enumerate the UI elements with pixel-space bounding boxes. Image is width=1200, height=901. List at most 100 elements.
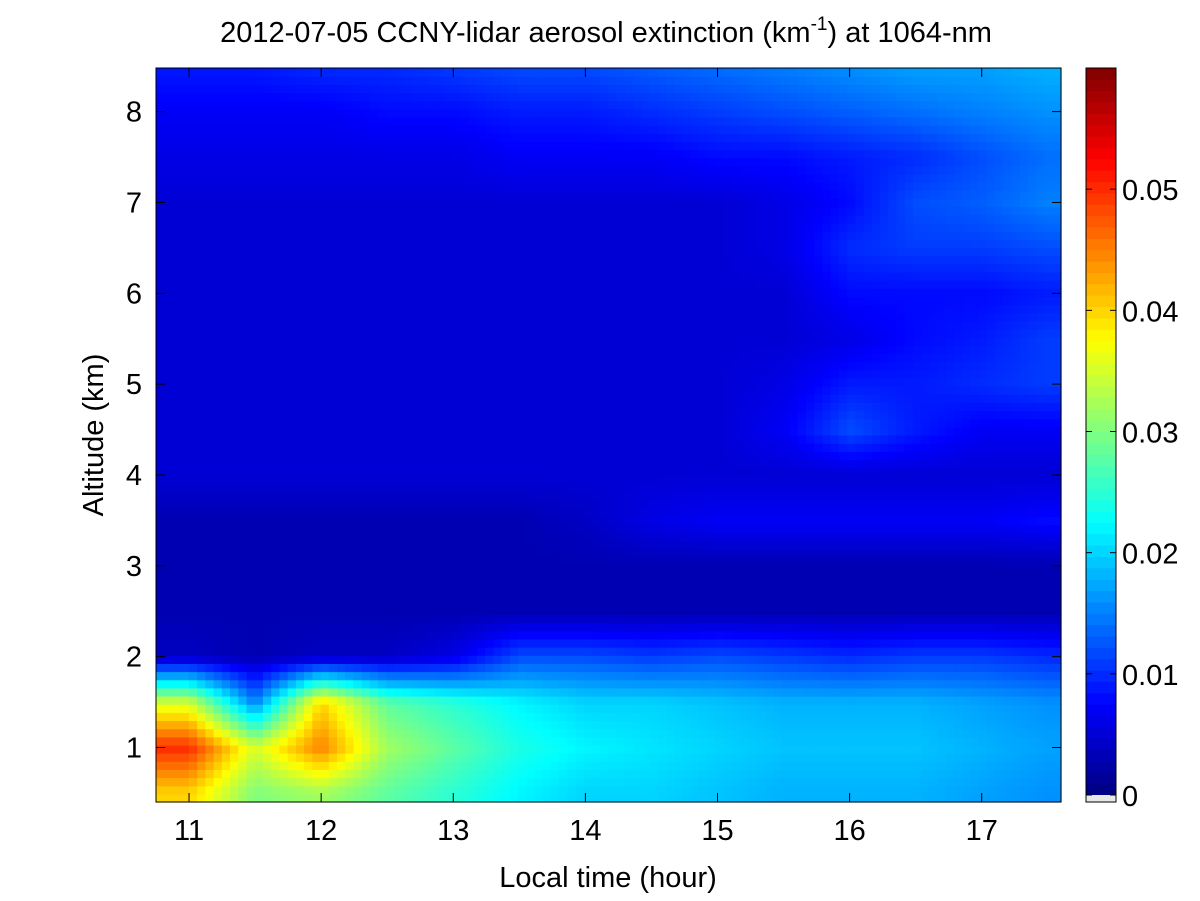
heatmap-cell [180, 614, 190, 624]
heatmap-cell [797, 761, 807, 770]
heatmap-cell [723, 720, 733, 730]
heatmap-cell [518, 630, 527, 640]
heatmap-cell [723, 573, 733, 583]
heatmap-cell [945, 777, 955, 787]
heatmap-cell [197, 451, 206, 461]
heatmap-cell [1044, 443, 1054, 452]
heatmap-cell [559, 647, 568, 656]
heatmap-cell [641, 622, 651, 632]
heatmap-cell [295, 475, 305, 485]
heatmap-cell [559, 687, 568, 697]
heatmap-cell [690, 614, 700, 624]
heatmap-cell [740, 443, 749, 452]
heatmap-cell [978, 769, 988, 779]
heatmap-cell [386, 443, 396, 452]
heatmap-cell [254, 500, 264, 509]
heatmap-cell [814, 435, 824, 444]
heatmap-cell [509, 606, 519, 616]
heatmap-cell [600, 671, 610, 681]
heatmap-cell [378, 598, 387, 607]
heatmap-cell [443, 492, 453, 501]
heatmap-cell [452, 785, 462, 795]
heatmap-cell [1044, 761, 1054, 770]
heatmap-cell [287, 655, 297, 664]
heatmap-cell [773, 516, 782, 526]
heatmap-cell [855, 467, 865, 477]
heatmap-cell [320, 655, 330, 664]
heatmap-cell [501, 532, 511, 542]
heatmap-cell [912, 532, 922, 542]
heatmap-cell [781, 467, 791, 477]
heatmap-cell [559, 622, 568, 632]
heatmap-cell [1019, 695, 1029, 705]
heatmap-cell [633, 573, 643, 583]
heatmap-cell [180, 508, 190, 518]
heatmap-cell [641, 712, 651, 722]
heatmap-cell [337, 557, 346, 567]
heatmap-cell [188, 581, 198, 591]
heatmap-cell [1019, 720, 1029, 730]
heatmap-cell [501, 581, 511, 591]
heatmap-cell [888, 549, 898, 558]
heatmap-cell [452, 712, 462, 722]
heatmap-cell [731, 549, 741, 558]
heatmap-cell [468, 695, 478, 705]
heatmap-cell [624, 736, 634, 746]
heatmap-cell [838, 524, 848, 534]
heatmap-cell [1052, 459, 1062, 469]
heatmap-cell [1003, 704, 1013, 713]
heatmap-cell [789, 753, 799, 762]
heatmap-cell [797, 606, 807, 616]
heatmap-cell [295, 785, 305, 795]
heatmap-cell [501, 516, 511, 526]
heatmap-cell [378, 606, 387, 616]
heatmap-cell [896, 695, 906, 705]
heatmap-cell [937, 720, 947, 730]
heatmap-cell [156, 671, 165, 681]
heatmap-cell [641, 769, 651, 779]
heatmap-cell [583, 549, 593, 558]
heatmap-cell [337, 663, 346, 673]
heatmap-cell [493, 753, 503, 762]
heatmap-cell [542, 573, 552, 583]
heatmap-cell [929, 435, 939, 444]
heatmap-cell [542, 451, 552, 461]
heatmap-cell [197, 695, 206, 705]
heatmap-cell [929, 500, 939, 509]
heatmap-cell [978, 581, 988, 591]
heatmap-cell [847, 541, 856, 550]
heatmap-cell [715, 736, 725, 746]
heatmap-cell [723, 655, 733, 664]
heatmap-cell [871, 753, 881, 762]
heatmap-cell [608, 736, 618, 746]
heatmap-cell [781, 573, 791, 583]
heatmap-cell [699, 777, 708, 787]
heatmap-cell [1028, 483, 1037, 493]
heatmap-cell [608, 720, 618, 730]
heatmap-cell [814, 565, 824, 575]
heatmap-cell [888, 793, 898, 803]
heatmap-cell [633, 532, 643, 542]
heatmap-cell [246, 459, 256, 469]
heatmap-cell [304, 435, 313, 444]
heatmap-cell [592, 753, 601, 762]
heatmap-cell [312, 475, 322, 485]
heatmap-cell [929, 720, 939, 730]
heatmap-cell [312, 777, 322, 787]
heatmap-cell [518, 622, 527, 632]
heatmap-cell [337, 426, 346, 436]
heatmap-cell [328, 516, 338, 526]
heatmap-cell [649, 736, 659, 746]
heatmap-cell [830, 606, 840, 616]
heatmap-cell [937, 483, 947, 493]
heatmap-cell [509, 704, 519, 713]
heatmap-cell [575, 753, 585, 762]
heatmap-cell [1011, 630, 1021, 640]
heatmap-cell [345, 630, 355, 640]
heatmap-cell [764, 573, 774, 583]
heatmap-cell [756, 451, 766, 461]
heatmap-cell [411, 736, 420, 746]
heatmap-cell [805, 638, 815, 648]
heatmap-cell [616, 492, 626, 501]
heatmap-cell [394, 459, 404, 469]
